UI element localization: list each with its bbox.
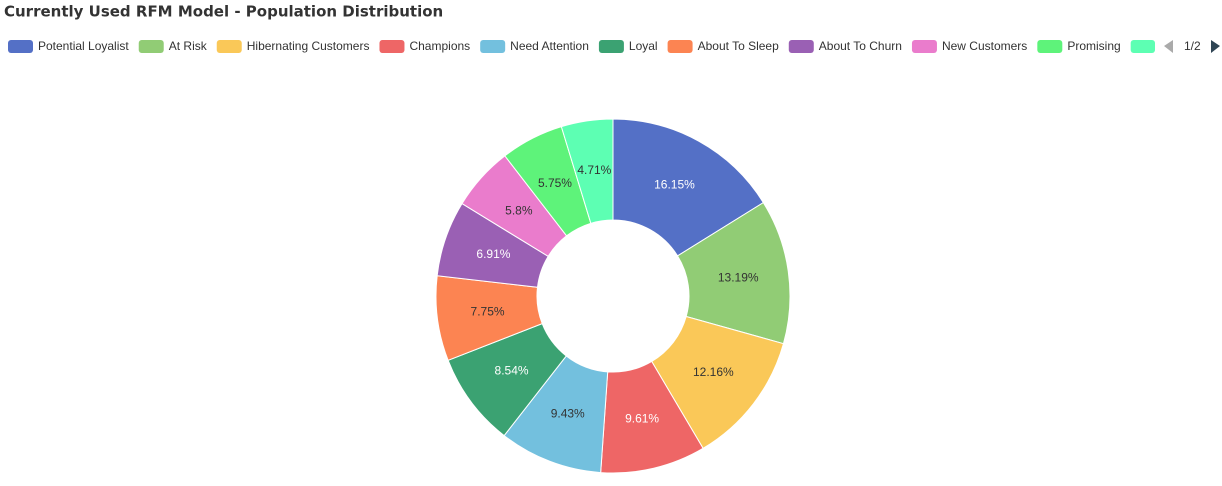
legend-swatch	[1037, 40, 1063, 53]
legend-item[interactable]: About To Sleep	[667, 39, 780, 53]
legend-swatch	[379, 40, 405, 53]
legend-label: New Customers	[942, 39, 1027, 53]
legend-swatch	[138, 40, 164, 53]
legend-label: Promising	[1067, 39, 1120, 53]
slice-label: 7.75%	[471, 304, 505, 318]
legend-label: About To Sleep	[698, 39, 780, 53]
slice-label: 12.16%	[693, 365, 734, 379]
legend-item[interactable]: At Risk	[138, 39, 208, 53]
legend-item[interactable]: Loyal	[598, 39, 658, 53]
legend-label: Loyal	[629, 39, 658, 53]
legend-prev[interactable]	[1164, 40, 1173, 53]
slice-label: 13.19%	[718, 270, 759, 284]
slice[interactable]	[676, 201, 791, 345]
legend-swatch	[1130, 40, 1155, 53]
slice-label: 5.8%	[505, 204, 533, 218]
legend-swatch	[8, 40, 33, 53]
legend-page: 1/2	[1184, 39, 1201, 53]
slice-label: 4.71%	[577, 163, 611, 177]
slice-label: 16.15%	[654, 178, 695, 192]
legend-next[interactable]	[1211, 40, 1220, 53]
donut: 16.15% 13.19% 12.16% 9.61% 9.43% 8.54% 7.75% 6.…	[435, 118, 791, 474]
chart-title: Currently Used RFM Model - Population Di…	[4, 3, 443, 21]
slice[interactable]	[560, 118, 614, 224]
slice-label: 8.54%	[495, 364, 529, 378]
legend-label: Hibernating Customers	[247, 39, 370, 53]
slice[interactable]	[651, 315, 785, 450]
legend-label: Potential Loyalist	[38, 39, 129, 53]
slice-label: 6.91%	[476, 247, 510, 261]
legend-label: About To Churn	[819, 39, 902, 53]
legend-swatch	[598, 40, 624, 53]
legend-swatch	[788, 40, 814, 53]
legend-swatch	[216, 40, 242, 53]
legend-swatch	[480, 40, 506, 53]
legend-item[interactable]: New Customers	[911, 39, 1027, 53]
legend-item[interactable]: Promising	[1037, 39, 1121, 53]
legend-label: Need Attention	[510, 39, 589, 53]
legend-item[interactable]: Potential Loyalist	[8, 39, 129, 53]
slice[interactable]	[612, 118, 765, 257]
legend-item[interactable]	[1130, 40, 1155, 53]
legend-label: Champions	[409, 39, 470, 53]
legend-item[interactable]: Need Attention	[480, 39, 589, 53]
slice-label: 9.61%	[625, 411, 659, 425]
legend: Potential Loyalist At Risk Hibernating Cus…	[8, 39, 1155, 53]
slice-label: 5.75%	[538, 176, 572, 190]
legend-swatch	[911, 40, 937, 53]
legend-item[interactable]: Champions	[379, 39, 470, 53]
slice-label: 9.43%	[551, 406, 585, 420]
legend-swatch	[667, 40, 693, 53]
legend-item[interactable]: About To Churn	[788, 39, 902, 53]
legend-label: At Risk	[169, 39, 208, 53]
legend-item[interactable]: Hibernating Customers	[216, 39, 370, 53]
